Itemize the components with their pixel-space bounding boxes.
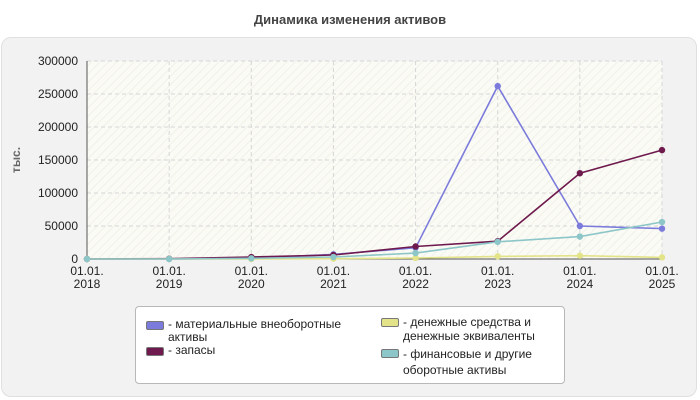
x-tick-label: 01.01. 2019 [152,264,185,291]
data-point-3 [248,255,255,262]
x-tick-label: 01.01. 2018 [70,264,103,291]
data-point-0 [494,82,501,90]
legend-swatch-3 [381,349,399,358]
data-point-3 [494,238,501,246]
legend-label: - денежные средства и денежные эквивален… [403,315,535,343]
data-point-3 [330,253,337,261]
data-point-3 [83,255,91,263]
y-tick-label: 100000 [38,186,78,200]
chart-legend: - материальные внеоборотные активы - зап… [135,306,565,384]
data-point-3 [576,233,584,240]
legend-label: - материальные внеоборотные активы [168,317,341,344]
legend-swatch-2 [381,318,399,327]
data-point-2 [412,254,419,262]
data-point-2 [658,254,666,261]
data-point-2 [494,253,501,260]
x-tick-label: 01.01. 2020 [235,264,268,291]
y-tick-label: 300000 [38,54,78,68]
legend-swatch-1 [146,347,164,356]
x-tick-label: 01.01. 2023 [481,264,514,291]
x-tick-label: 01.01. 2021 [317,264,350,291]
y-tick-label: 200000 [38,120,78,134]
y-tick-label: 250000 [38,87,78,101]
data-point-0 [576,222,584,230]
chart-title: Динамика изменения активов [253,12,447,27]
legend-swatch-0 [146,321,164,330]
data-point-1 [658,146,666,154]
data-point-1 [412,243,419,250]
y-tick-label: 0 [71,252,78,266]
y-tick-label: 50000 [45,219,79,233]
y-axis-label: тыс. [9,147,23,173]
x-tick-label: 01.01. 2025 [645,264,678,291]
legend-label: - финансовые и другие оборотные активы [403,347,532,377]
data-point-1 [576,170,584,177]
x-tick-label: 01.01. 2024 [563,264,596,291]
data-point-2 [576,252,584,259]
legend-label: - запасы [168,343,216,357]
y-tick-label: 150000 [38,153,78,167]
series-line-3 [87,221,663,260]
x-tick-label: 01.01. 2022 [399,264,432,291]
data-point-3 [165,255,173,263]
data-point-3 [412,249,419,257]
data-point-0 [658,225,666,232]
data-point-3 [658,218,666,226]
